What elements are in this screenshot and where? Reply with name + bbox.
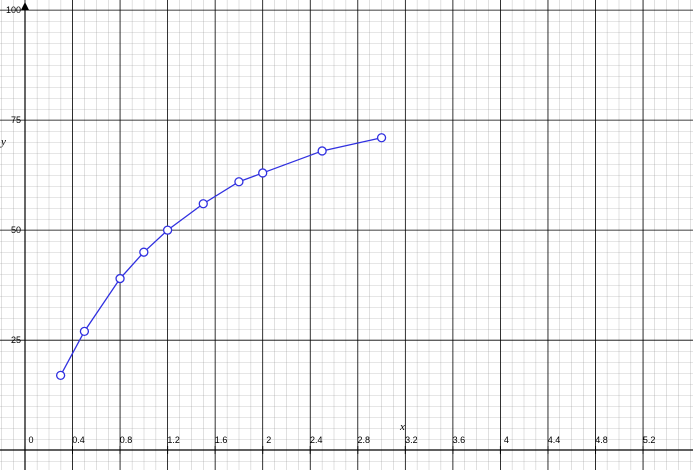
point [234,177,244,187]
x-tick-label: 0.4 [72,435,85,445]
y-tick-label: 25 [11,335,21,345]
x-tick-label: 4 [504,435,509,445]
x-tick-label: 5.2 [643,435,656,445]
y-tick-label: 50 [11,225,21,235]
x-tick-label: 0 [28,435,33,445]
x-tick-label: 2.8 [358,435,371,445]
x-tick-label: 1.2 [167,435,180,445]
point [139,247,149,257]
x-tick-label: 3.2 [405,435,418,445]
point [79,326,90,337]
x-tick-label: 4.8 [595,435,608,445]
x-tick-label: 2.4 [310,435,323,445]
x-axis-label: x [399,421,405,433]
point [115,273,125,284]
y-axis-label: y [0,136,6,148]
series-line [60,137,382,376]
point [258,168,268,178]
x-tick-label: 3.6 [453,435,466,445]
point [198,199,208,209]
x-tick-label: 2 [266,435,271,445]
x-tick-label: 1.6 [215,435,228,445]
point [376,133,387,143]
point [317,146,327,156]
point [55,370,66,381]
x-tick-label: 4.4 [548,435,561,445]
point [162,225,173,235]
x-tick-label: 0.8 [120,435,133,445]
y-tick-label: 100 [6,5,21,15]
y-tick-label: 75 [11,115,21,125]
